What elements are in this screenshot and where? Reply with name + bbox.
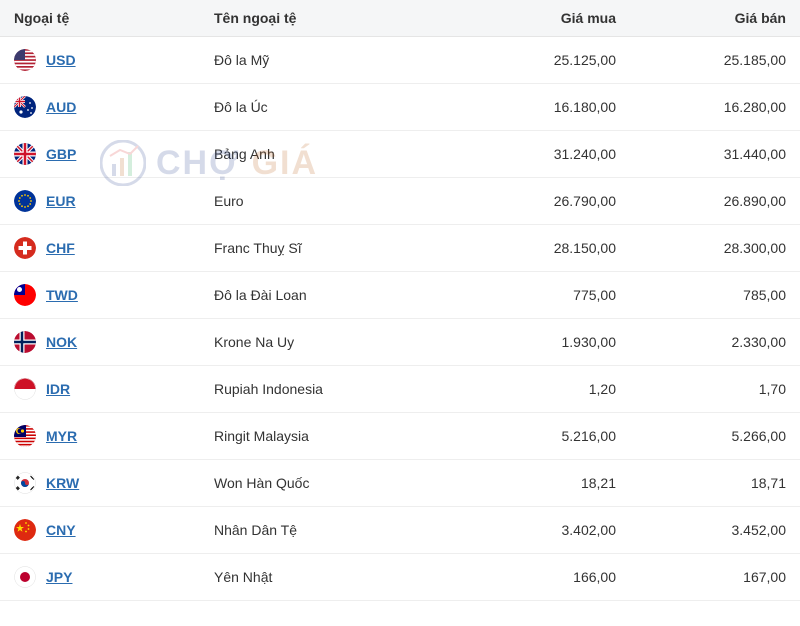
currency-cell[interactable]: AUD <box>0 84 200 131</box>
flag-cny-icon <box>14 519 36 541</box>
buy-price: 25.125,00 <box>460 37 630 84</box>
table-row[interactable]: USD Đô la Mỹ25.125,0025.185,00 <box>0 37 800 84</box>
table-row[interactable]: CHF Franc Thuỵ Sĩ28.150,0028.300,00 <box>0 225 800 272</box>
sell-price: 5.266,00 <box>630 413 800 460</box>
currency-code-link[interactable]: JPY <box>46 569 72 585</box>
header-currency[interactable]: Ngoại tệ <box>0 0 200 37</box>
currency-name: Ringit Malaysia <box>200 413 460 460</box>
buy-price: 1,20 <box>460 366 630 413</box>
table-row[interactable]: TWD Đô la Đài Loan775,00785,00 <box>0 272 800 319</box>
currency-code-link[interactable]: KRW <box>46 475 79 491</box>
currency-name: Bảng Anh <box>200 131 460 178</box>
flag-krw-icon <box>14 472 36 494</box>
currency-name: Nhân Dân Tệ <box>200 507 460 554</box>
header-name[interactable]: Tên ngoại tệ <box>200 0 460 37</box>
currency-name: Yên Nhật <box>200 554 460 601</box>
buy-price: 16.180,00 <box>460 84 630 131</box>
buy-price: 1.930,00 <box>460 319 630 366</box>
currency-cell[interactable]: CHF <box>0 225 200 272</box>
table-row[interactable]: GBP Bảng Anh31.240,0031.440,00 <box>0 131 800 178</box>
currency-cell[interactable]: EUR <box>0 178 200 225</box>
currency-code-link[interactable]: CNY <box>46 522 76 538</box>
flag-usd-icon <box>14 49 36 71</box>
buy-price: 31.240,00 <box>460 131 630 178</box>
currency-code-link[interactable]: NOK <box>46 334 77 350</box>
buy-price: 166,00 <box>460 554 630 601</box>
currency-cell[interactable]: NOK <box>0 319 200 366</box>
buy-price: 5.216,00 <box>460 413 630 460</box>
flag-gbp-icon <box>14 143 36 165</box>
buy-price: 26.790,00 <box>460 178 630 225</box>
currency-name: Đô la Mỹ <box>200 37 460 84</box>
currency-name: Đô la Úc <box>200 84 460 131</box>
table-body: USD Đô la Mỹ25.125,0025.185,00 AUD Đô la Úc… <box>0 37 800 601</box>
currency-code-link[interactable]: CHF <box>46 240 75 256</box>
currency-cell[interactable]: JPY <box>0 554 200 601</box>
currency-cell[interactable]: CNY <box>0 507 200 554</box>
currency-code-link[interactable]: IDR <box>46 381 70 397</box>
currency-cell[interactable]: KRW <box>0 460 200 507</box>
sell-price: 2.330,00 <box>630 319 800 366</box>
currency-cell[interactable]: IDR <box>0 366 200 413</box>
currency-name: Krone Na Uy <box>200 319 460 366</box>
table-row[interactable]: CNY Nhân Dân Tệ3.402,003.452,00 <box>0 507 800 554</box>
currency-name: Rupiah Indonesia <box>200 366 460 413</box>
buy-price: 3.402,00 <box>460 507 630 554</box>
table-row[interactable]: MYR Ringit Malaysia5.216,005.266,00 <box>0 413 800 460</box>
currency-name: Franc Thuỵ Sĩ <box>200 225 460 272</box>
currency-code-link[interactable]: GBP <box>46 146 76 162</box>
sell-price: 26.890,00 <box>630 178 800 225</box>
flag-chf-icon <box>14 237 36 259</box>
currency-code-link[interactable]: EUR <box>46 193 76 209</box>
header-buy[interactable]: Giá mua <box>460 0 630 37</box>
currency-cell[interactable]: USD <box>0 37 200 84</box>
flag-idr-icon <box>14 378 36 400</box>
buy-price: 775,00 <box>460 272 630 319</box>
currency-code-link[interactable]: AUD <box>46 99 76 115</box>
currency-cell[interactable]: GBP <box>0 131 200 178</box>
sell-price: 785,00 <box>630 272 800 319</box>
currency-code-link[interactable]: MYR <box>46 428 77 444</box>
table-row[interactable]: EUR Euro26.790,0026.890,00 <box>0 178 800 225</box>
currency-cell[interactable]: TWD <box>0 272 200 319</box>
sell-price: 28.300,00 <box>630 225 800 272</box>
table-row[interactable]: IDR Rupiah Indonesia1,201,70 <box>0 366 800 413</box>
buy-price: 28.150,00 <box>460 225 630 272</box>
table-row[interactable]: JPY Yên Nhật166,00167,00 <box>0 554 800 601</box>
sell-price: 31.440,00 <box>630 131 800 178</box>
currency-name: Won Hàn Quốc <box>200 460 460 507</box>
flag-twd-icon <box>14 284 36 306</box>
sell-price: 25.185,00 <box>630 37 800 84</box>
flag-jpy-icon <box>14 566 36 588</box>
flag-nok-icon <box>14 331 36 353</box>
exchange-rate-table: Ngoại tệ Tên ngoại tệ Giá mua Giá bán US… <box>0 0 800 601</box>
flag-eur-icon <box>14 190 36 212</box>
sell-price: 18,71 <box>630 460 800 507</box>
sell-price: 3.452,00 <box>630 507 800 554</box>
table-header: Ngoại tệ Tên ngoại tệ Giá mua Giá bán <box>0 0 800 37</box>
sell-price: 1,70 <box>630 366 800 413</box>
table-row[interactable]: KRW Won Hàn Quốc18,2118,71 <box>0 460 800 507</box>
table-row[interactable]: NOK Krone Na Uy1.930,002.330,00 <box>0 319 800 366</box>
currency-name: Euro <box>200 178 460 225</box>
flag-aud-icon <box>14 96 36 118</box>
currency-code-link[interactable]: USD <box>46 52 76 68</box>
header-sell[interactable]: Giá bán <box>630 0 800 37</box>
currency-name: Đô la Đài Loan <box>200 272 460 319</box>
currency-cell[interactable]: MYR <box>0 413 200 460</box>
currency-code-link[interactable]: TWD <box>46 287 78 303</box>
table-row[interactable]: AUD Đô la Úc16.180,0016.280,00 <box>0 84 800 131</box>
flag-myr-icon <box>14 425 36 447</box>
buy-price: 18,21 <box>460 460 630 507</box>
sell-price: 16.280,00 <box>630 84 800 131</box>
sell-price: 167,00 <box>630 554 800 601</box>
